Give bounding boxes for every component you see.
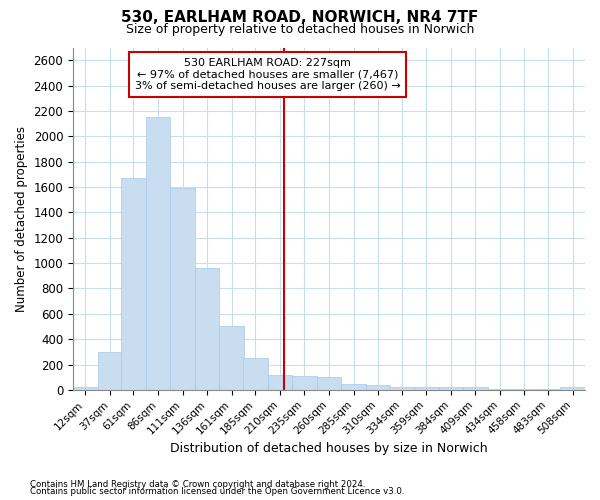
- Bar: [220, 326, 244, 390]
- Bar: [73, 386, 98, 390]
- Text: 530, EARLHAM ROAD, NORWICH, NR4 7TF: 530, EARLHAM ROAD, NORWICH, NR4 7TF: [121, 10, 479, 25]
- Text: Contains HM Land Registry data © Crown copyright and database right 2024.: Contains HM Land Registry data © Crown c…: [30, 480, 365, 489]
- Bar: [121, 178, 146, 390]
- Bar: [414, 388, 439, 390]
- Bar: [243, 358, 268, 390]
- Bar: [268, 374, 292, 390]
- Text: Size of property relative to detached houses in Norwich: Size of property relative to detached ho…: [126, 22, 474, 36]
- Bar: [439, 388, 463, 390]
- Bar: [292, 376, 317, 390]
- Bar: [511, 389, 536, 390]
- Bar: [341, 384, 366, 390]
- Bar: [560, 386, 585, 390]
- Bar: [366, 385, 391, 390]
- Bar: [170, 188, 195, 390]
- Bar: [98, 352, 122, 390]
- Text: 530 EARLHAM ROAD: 227sqm
← 97% of detached houses are smaller (7,467)
3% of semi: 530 EARLHAM ROAD: 227sqm ← 97% of detach…: [135, 58, 400, 91]
- Bar: [389, 388, 414, 390]
- Bar: [463, 388, 488, 390]
- Bar: [317, 377, 341, 390]
- Bar: [146, 117, 170, 390]
- Bar: [536, 389, 560, 390]
- Bar: [488, 389, 512, 390]
- Bar: [195, 268, 220, 390]
- Y-axis label: Number of detached properties: Number of detached properties: [15, 126, 28, 312]
- X-axis label: Distribution of detached houses by size in Norwich: Distribution of detached houses by size …: [170, 442, 488, 455]
- Text: Contains public sector information licensed under the Open Government Licence v3: Contains public sector information licen…: [30, 487, 404, 496]
